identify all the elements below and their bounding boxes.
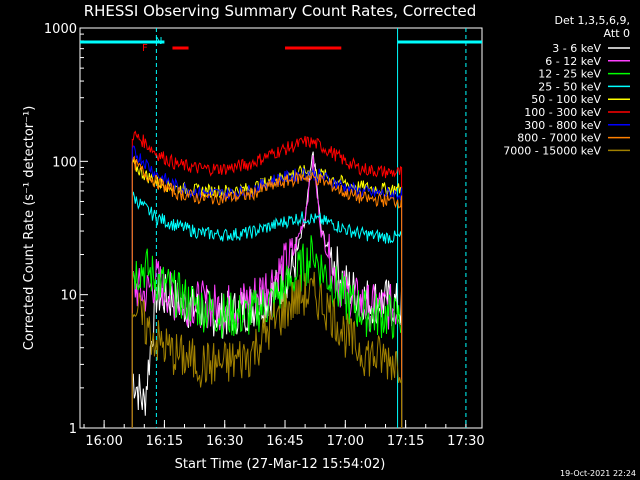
series-group (131, 130, 403, 429)
series-line-4 (131, 157, 403, 429)
status-bars (80, 40, 482, 50)
x-tick-label: 17:15 (387, 434, 424, 449)
legend-label: 3 - 6 keV (552, 42, 601, 55)
x-tick-label: 16:30 (206, 434, 243, 449)
legend-label: 100 - 300 keV (524, 106, 601, 119)
legend-label: 300 - 800 keV (524, 119, 601, 132)
legend-label: 800 - 7000 keV (517, 132, 601, 145)
y-tick-label: 100 (52, 155, 77, 170)
detector-label-line1: Det 1,3,5,6,9, (554, 14, 630, 27)
timestamp: 19-Oct-2021 22:24 (560, 469, 636, 478)
detector-label-line2: Att 0 (604, 27, 630, 40)
series-line-8 (131, 271, 403, 429)
x-axis-label: Start Time (27-Mar-12 15:54:02) (175, 457, 386, 472)
series-line-2 (131, 235, 403, 429)
legend-label: 12 - 25 keV (538, 68, 601, 81)
series-line-5 (131, 130, 403, 429)
chart-title: RHESSI Observing Summary Count Rates, Co… (84, 2, 477, 20)
series-line-3 (131, 191, 403, 429)
x-tick-label: 16:45 (266, 434, 303, 449)
x-tick-label: 16:00 (85, 434, 122, 449)
legend-label: 6 - 12 keV (545, 55, 601, 68)
legend-label: 25 - 50 keV (538, 80, 601, 93)
flag-f-label: F (142, 43, 148, 54)
y-tick-label: 1000 (44, 22, 77, 37)
y-tick-label: 10 (60, 289, 77, 304)
flag-n-label: N (155, 36, 162, 47)
legend-label: 7000 - 15000 keV (503, 144, 601, 157)
x-tick-label: 16:15 (146, 434, 183, 449)
x-tick-label: 17:00 (327, 434, 364, 449)
y-axis-label: Corrected Count Rate (s⁻¹ detector⁻¹) (22, 106, 37, 351)
series-line-7 (131, 155, 403, 429)
y-tick-label: 1 (69, 422, 77, 437)
x-tick-label: 17:30 (447, 434, 484, 449)
legend-label: 50 - 100 keV (531, 93, 601, 106)
series-line-1 (131, 155, 403, 429)
x-axis: 16:00 16:15 16:30 16:45 17:00 17:15 17:30 (83, 420, 485, 449)
plot-frame (79, 27, 483, 429)
y-axis: 1 10 100 1000 (44, 22, 88, 437)
